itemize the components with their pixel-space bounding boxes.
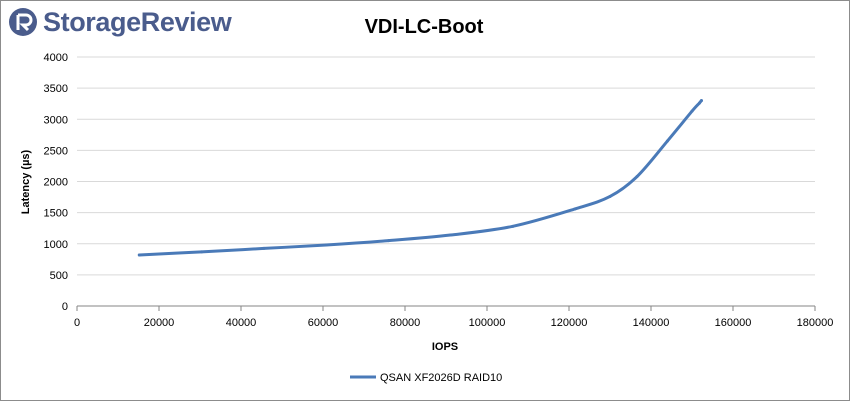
data-point [635,175,639,179]
x-tick-label: 20000 [144,317,175,329]
legend: QSAN XF2026D RAID10 [350,372,502,384]
x-tick-label: 40000 [226,317,257,329]
x-tick-label: 180000 [797,317,834,329]
y-axis-label: Latency (µs) [20,149,32,214]
x-tick-label: 160000 [715,317,752,329]
data-point [573,207,577,211]
x-tick-label: 0 [74,317,80,329]
y-tick-label: 1500 [44,208,68,220]
data-point [665,139,669,143]
x-tick-label: 100000 [469,317,506,329]
data-point [699,99,703,103]
x-tick-label: 140000 [633,317,670,329]
data-point [690,109,694,113]
data-point [137,253,141,257]
storagereview-logo-icon [9,8,37,36]
x-tick-label: 80000 [390,317,421,329]
data-point [262,246,266,250]
y-tick-label: 3000 [44,114,68,126]
brand-logo: StorageReview [8,4,232,40]
series-line [137,99,703,257]
legend-label: QSAN XF2026D RAID10 [380,372,502,384]
y-tick-label: 4000 [44,52,68,64]
y-axis-ticks: 0 500 1000 1500 2000 2500 3000 3500 4000 [44,52,68,313]
y-tick-label: 0 [62,301,68,313]
data-point [200,250,204,254]
x-tick-label: 120000 [551,317,588,329]
y-tick-label: 3500 [44,83,68,95]
data-point [511,224,515,228]
gridlines [77,56,815,276]
y-tick-label: 500 [50,270,68,282]
x-axis-label: IOPS [432,341,458,353]
data-point [449,233,453,237]
data-point [697,101,701,105]
chart-title: VDI-LC-Boot [365,16,484,38]
y-tick-label: 2000 [44,177,68,189]
x-axis-ticks: 0 20000 40000 60000 80000 100000 120000 140000 1… [74,306,833,329]
data-point [387,239,391,243]
y-tick-label: 2500 [44,145,68,157]
data-point [324,243,328,247]
series-group [137,99,703,257]
y-tick-label: 1000 [44,239,68,251]
data-point [608,194,612,198]
x-tick-label: 60000 [308,317,339,329]
brand-name: StorageReview [43,6,232,37]
